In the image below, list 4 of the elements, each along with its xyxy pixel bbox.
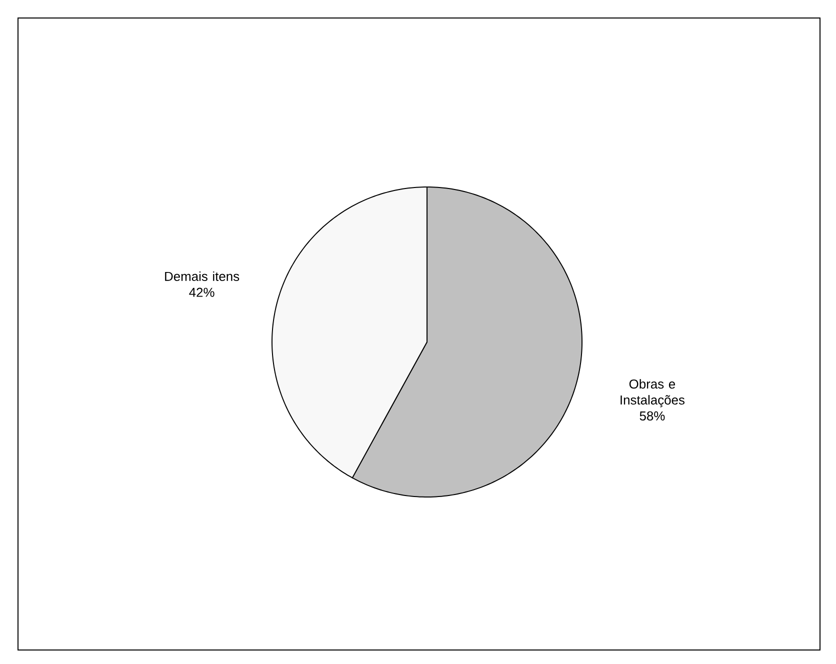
data-label: 42% [189,288,214,297]
slice-label: Obras e Instalações [620,379,684,408]
data-label: 58% [640,411,665,421]
slice-label: Demais itens [165,271,240,281]
